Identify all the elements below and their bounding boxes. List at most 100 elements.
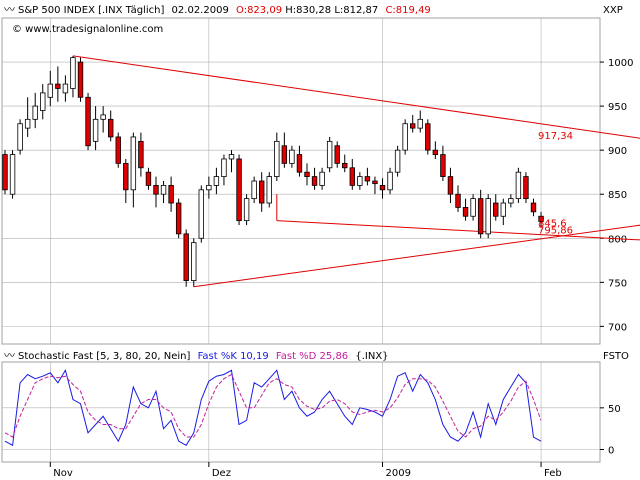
candle-body bbox=[394, 149, 401, 173]
candle-body bbox=[500, 202, 506, 217]
stoch-icon: 〰 bbox=[4, 349, 15, 362]
trendline-value-label: 845,6 bbox=[538, 218, 567, 229]
candle-body bbox=[372, 180, 378, 185]
stoch-k-label: Fast %K 10,19 bbox=[198, 351, 269, 362]
candle-body bbox=[243, 198, 250, 222]
candle-body bbox=[493, 202, 499, 217]
candle-body bbox=[289, 149, 295, 164]
candle-body bbox=[115, 136, 121, 164]
candle-body bbox=[538, 215, 544, 222]
price-header: S&P 500 INDEX [.INX Täglich] 02.02.2009 … bbox=[18, 5, 431, 16]
header-close: C:819,49 bbox=[385, 5, 430, 16]
header-high: H:830,28 bbox=[285, 5, 331, 16]
candle-body bbox=[387, 171, 393, 191]
watermark: © www.tradesignalonline.com bbox=[12, 24, 163, 35]
candle-body bbox=[349, 167, 355, 186]
x-tick-label: Dez bbox=[212, 468, 231, 479]
candle-body bbox=[515, 171, 522, 200]
trendline bbox=[72, 55, 640, 139]
price-tick-label: 750 bbox=[608, 278, 627, 289]
candle-body bbox=[130, 136, 137, 191]
candle-body bbox=[9, 154, 16, 195]
price-tick-label: 1000 bbox=[608, 58, 633, 69]
candle-body bbox=[258, 180, 265, 204]
x-axis: Nov Dez 2009 Feb bbox=[49, 462, 562, 479]
candle-body bbox=[100, 114, 106, 120]
candle-body bbox=[357, 176, 363, 186]
price-tick-label: 800 bbox=[608, 234, 627, 245]
candle-body bbox=[160, 185, 167, 195]
candle-body bbox=[228, 154, 235, 160]
candle-body bbox=[326, 140, 333, 169]
candle-body bbox=[153, 185, 159, 195]
stoch-d-line bbox=[4, 373, 542, 438]
candle-body bbox=[183, 233, 189, 281]
price-tick-label: 700 bbox=[608, 322, 627, 333]
candle-body bbox=[17, 123, 23, 151]
candle-body bbox=[274, 140, 280, 177]
candle-body bbox=[266, 176, 272, 204]
candle-body bbox=[55, 83, 61, 89]
candle-body bbox=[40, 92, 46, 111]
candle-body bbox=[304, 171, 310, 177]
candle-body bbox=[47, 83, 53, 98]
header-date: 02.02.2009 bbox=[172, 5, 229, 16]
header-open: O:823,09 bbox=[236, 5, 282, 16]
candle-body bbox=[334, 145, 340, 164]
candle-body bbox=[455, 193, 461, 208]
trendline bbox=[193, 224, 640, 288]
price-panel bbox=[1, 17, 601, 345]
stoch-k-line bbox=[4, 369, 542, 447]
trendlines bbox=[72, 55, 640, 288]
candle-body bbox=[432, 149, 439, 155]
stoch-title: Stochastic Fast [5, 3, 80, 20, Nein] bbox=[18, 351, 190, 362]
candle-body bbox=[319, 171, 325, 186]
stoch-tick-label: 0 bbox=[608, 446, 614, 457]
candle-body bbox=[70, 57, 76, 89]
candle-body bbox=[138, 140, 144, 169]
candle-body bbox=[523, 176, 529, 200]
candle-body bbox=[175, 202, 182, 235]
candle-body bbox=[251, 180, 257, 200]
candle-body bbox=[530, 202, 537, 213]
candle-body bbox=[508, 198, 514, 204]
candle-body bbox=[198, 189, 204, 239]
stoch-right-tag: FSTO bbox=[603, 351, 629, 362]
candle-body bbox=[123, 162, 129, 191]
stoch-y-axis: 0 50 bbox=[600, 404, 621, 457]
stoch-lines bbox=[4, 369, 542, 447]
candle-body bbox=[417, 118, 423, 129]
candle-body bbox=[462, 207, 469, 217]
candle-body bbox=[477, 198, 484, 235]
candle-body bbox=[221, 158, 227, 177]
candle-body bbox=[191, 242, 197, 281]
price-y-axis: 700 750 800 850 900 950 1000 bbox=[600, 58, 633, 333]
candle-body bbox=[24, 118, 31, 129]
candle-body bbox=[145, 171, 152, 186]
candle-body bbox=[425, 123, 431, 151]
candle-body bbox=[364, 176, 371, 182]
price-tick-label: 850 bbox=[608, 190, 627, 201]
candle-body bbox=[2, 154, 8, 191]
price-right-tag: XXP bbox=[603, 5, 623, 16]
candle-body bbox=[402, 123, 408, 151]
candle-body bbox=[92, 118, 99, 142]
candle-body bbox=[296, 154, 303, 173]
stoch-header: Stochastic Fast [5, 3, 80, 20, Nein] Fas… bbox=[18, 351, 389, 362]
candle-body bbox=[32, 105, 38, 120]
trendline-value-label: 795,86 bbox=[538, 225, 573, 236]
price-tick-label: 950 bbox=[608, 102, 627, 113]
candle-body bbox=[213, 176, 220, 186]
x-tick-label: Feb bbox=[544, 468, 562, 479]
price-grid bbox=[2, 18, 600, 344]
candle-body bbox=[168, 185, 174, 204]
candles bbox=[2, 55, 544, 287]
candle-body bbox=[311, 176, 318, 186]
candle-body bbox=[485, 198, 491, 235]
stoch-symbol: {.INX} bbox=[355, 351, 388, 362]
x-tick-label: Nov bbox=[53, 468, 73, 479]
stoch-d-label: Fast %D 25,86 bbox=[276, 351, 348, 362]
price-tick-label: 900 bbox=[608, 146, 627, 157]
candle-body bbox=[85, 96, 91, 147]
